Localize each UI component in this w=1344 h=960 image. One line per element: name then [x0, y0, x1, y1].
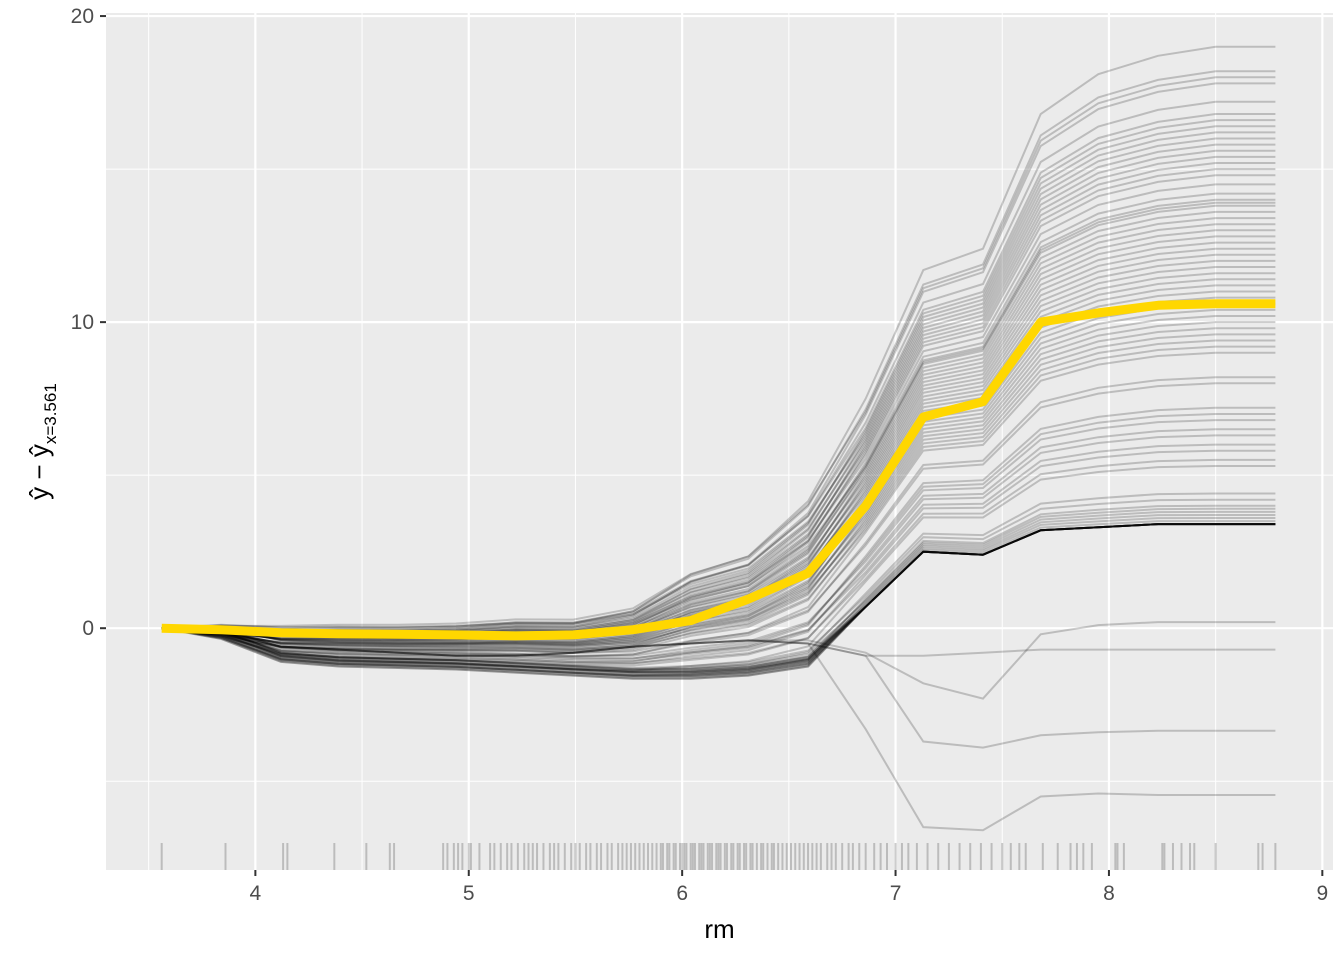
rug-marks [160, 843, 1277, 870]
ice-curve [161, 382, 1276, 655]
ice-curve [161, 523, 1276, 679]
y-axis-title-subscript: x=3.561 [41, 383, 60, 444]
ice-curve [161, 492, 1276, 672]
y-tick-label: 0 [82, 617, 94, 640]
x-tick-label: 7 [890, 882, 902, 905]
x-tick-label: 8 [1103, 882, 1115, 905]
ice-curve [161, 520, 1276, 671]
x-axis: 4 5 6 7 8 9 [250, 870, 1328, 905]
y-axis: 0 10 20 [71, 5, 106, 640]
ice-curve [161, 523, 1276, 680]
ice-curve [161, 517, 1276, 674]
ice-curve [161, 413, 1276, 661]
ice-curve [161, 523, 1276, 673]
ice-curve [161, 523, 1276, 677]
ice-curve [161, 523, 1276, 674]
ice-curve [161, 458, 1276, 665]
ice-curve [161, 315, 1276, 646]
ice-curve [161, 419, 1276, 658]
ice-curve [161, 308, 1276, 649]
ice-curve [161, 327, 1276, 650]
y-tick-label: 10 [71, 311, 94, 334]
ice-curve [161, 284, 1276, 651]
x-axis-title: rm [704, 914, 734, 944]
x-tick-label: 5 [463, 882, 475, 905]
ice-curve [161, 131, 1276, 630]
ice-curve [161, 76, 1276, 630]
ice-curve [161, 523, 1276, 675]
ice-curve [161, 523, 1276, 677]
ice-curve [161, 272, 1276, 647]
ice-curves [161, 45, 1276, 832]
ice-curve [161, 339, 1276, 654]
ice-curve-outlier [161, 627, 1276, 832]
ice-curve [161, 321, 1276, 653]
ice-curve [161, 504, 1276, 677]
y-axis-title: ŷ − ŷx=3.561 [24, 383, 60, 500]
ice-curve [161, 434, 1276, 662]
ice-curve-outlier [161, 621, 1276, 700]
major-gridlines [106, 13, 1333, 870]
ice-curve [161, 351, 1276, 659]
x-tick-label: 9 [1316, 882, 1328, 905]
average-curve-layer [161, 299, 1276, 641]
ice-curve [161, 113, 1276, 630]
ice-curve [161, 449, 1276, 667]
ice-curve [161, 498, 1276, 669]
ice-curve [161, 204, 1276, 641]
ice-curve [161, 523, 1276, 674]
ice-curve [161, 514, 1276, 677]
ice-curve [161, 523, 1276, 676]
ice-curve [161, 70, 1276, 631]
ice-curve [161, 376, 1276, 658]
ice-curve [161, 406, 1276, 664]
ice-curve-outlier [161, 627, 1276, 749]
ice-curve [161, 443, 1276, 660]
ice-curve [161, 523, 1276, 672]
ice-curve [161, 510, 1276, 670]
ice-curve [161, 345, 1276, 651]
ice-curve [161, 507, 1276, 674]
ice-curve [161, 223, 1276, 642]
ice-curve [161, 523, 1276, 671]
plot-panel [106, 13, 1333, 870]
ice-curve [161, 302, 1276, 652]
minor-gridlines [106, 13, 1333, 870]
ice-curve [161, 192, 1276, 641]
ice-curve [161, 428, 1276, 665]
average-curve [161, 299, 1276, 641]
y-axis-title-main: ŷ − ŷ [24, 444, 54, 500]
ice-curve-outlier [161, 627, 1276, 657]
x-tick-label: 4 [250, 882, 262, 905]
y-tick-label: 20 [71, 5, 94, 28]
ice-curve [161, 465, 1276, 672]
ice-curve [161, 523, 1276, 678]
svg-text:ŷ − ŷx=3.561: ŷ − ŷx=3.561 [24, 383, 60, 500]
ice-curve [161, 523, 1276, 676]
ice-curve [161, 523, 1276, 680]
ice-curve [161, 333, 1276, 647]
x-tick-label: 6 [676, 882, 688, 905]
